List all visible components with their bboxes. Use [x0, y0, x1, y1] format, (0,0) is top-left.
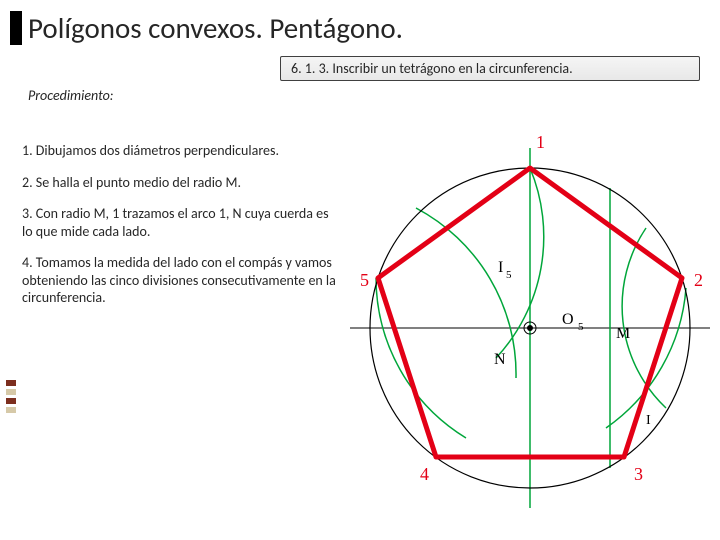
svg-text:I: I: [646, 413, 651, 428]
step-1: 1. Dibujamos dos diámetros perpendicular…: [22, 142, 342, 160]
svg-text:1: 1: [536, 132, 545, 152]
subtitle-box: 6. 1. 3. Inscribir un tetrágono en la ci…: [280, 56, 700, 81]
steps-column: 1. Dibujamos dos diámetros perpendicular…: [22, 142, 342, 321]
procedure-label: Procedimiento:: [28, 87, 720, 104]
svg-text:5: 5: [360, 270, 369, 290]
page-title: Polígonos convexos. Pentágono.: [28, 10, 403, 46]
step-4: 4. Tomamos la medida del lado con el com…: [22, 254, 342, 307]
svg-text:4: 4: [420, 464, 429, 484]
svg-text:O: O: [562, 311, 574, 328]
svg-text:M: M: [616, 325, 630, 342]
step-3: 3. Con radio M, 1 trazamos el arco 1, N …: [22, 205, 342, 240]
title-accent-block: [10, 11, 22, 45]
deco-stripe: [6, 389, 16, 395]
deco-stripe: [6, 407, 16, 413]
deco-stripe: [6, 380, 16, 386]
pentagon-diagram: 12345I5O5NMI: [346, 108, 714, 528]
svg-text:N: N: [494, 351, 506, 368]
svg-text:2: 2: [694, 270, 703, 290]
svg-text:5: 5: [506, 269, 512, 281]
svg-text:3: 3: [634, 464, 643, 484]
deco-stripe: [6, 398, 16, 404]
svg-text:I: I: [498, 259, 503, 276]
svg-text:5: 5: [578, 321, 584, 333]
step-2: 2. Se halla el punto medio del radio M.: [22, 174, 342, 192]
side-decoration: [6, 380, 16, 413]
